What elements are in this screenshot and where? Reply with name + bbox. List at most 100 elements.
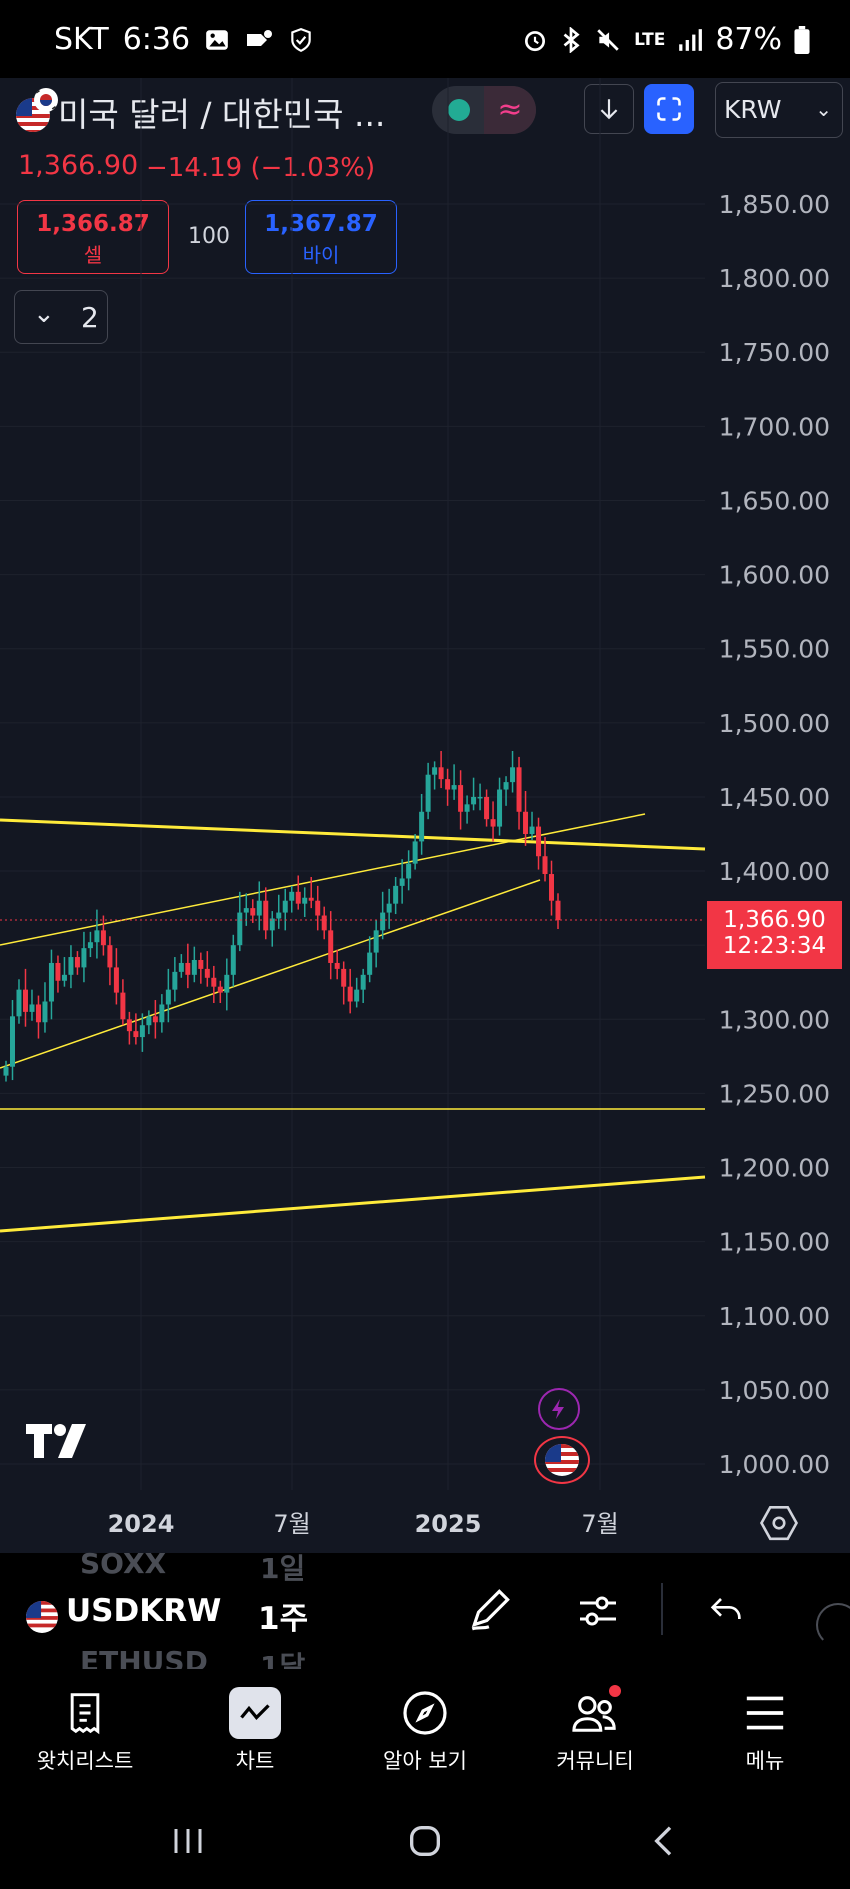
nav-community-label: 커뮤니티 bbox=[556, 1749, 634, 1773]
prev-interval-label[interactable]: 1일 bbox=[260, 1552, 306, 1585]
chart-settings-button[interactable] bbox=[758, 1502, 800, 1544]
indicators-collapse-button[interactable]: ⌄ 2 bbox=[14, 290, 108, 344]
market-open-dot-icon bbox=[448, 99, 470, 121]
economic-events-button[interactable] bbox=[534, 1436, 590, 1484]
candle-body bbox=[35, 1004, 41, 1023]
tradingview-logo-icon bbox=[26, 1424, 86, 1458]
sell-label: 셀 bbox=[83, 243, 103, 267]
compass-icon bbox=[403, 1691, 447, 1735]
y-tick-label: 1,600.00 bbox=[719, 561, 830, 590]
battery-icon bbox=[794, 25, 810, 54]
buy-label: 바이 bbox=[302, 243, 340, 267]
back-icon[interactable] bbox=[645, 1821, 685, 1861]
x-tick-label: 2025 bbox=[415, 1510, 482, 1538]
candle-body bbox=[510, 767, 516, 783]
clock: 6:36 bbox=[122, 22, 191, 57]
recent-apps-icon[interactable] bbox=[170, 1823, 206, 1859]
buy-button[interactable]: 1,367.87 바이 bbox=[245, 200, 397, 274]
candle-body bbox=[282, 900, 288, 913]
drawing-tool-button[interactable] bbox=[466, 1583, 516, 1637]
status-right: LTE 87% bbox=[522, 22, 810, 57]
candle-body bbox=[380, 912, 386, 931]
candle-body bbox=[549, 874, 555, 901]
sell-button[interactable]: 1,366.87 셀 bbox=[17, 200, 169, 274]
symbol-selector[interactable]: USDKRW bbox=[66, 1593, 222, 1629]
y-tick-label: 1,500.00 bbox=[719, 709, 830, 738]
bluetooth-icon bbox=[563, 26, 580, 53]
candle-body bbox=[503, 782, 509, 790]
trend-line-long-support bbox=[0, 1175, 706, 1233]
next-symbol-label[interactable]: ETHUSD bbox=[80, 1645, 208, 1669]
signal-icon bbox=[679, 28, 703, 51]
mute-icon bbox=[597, 28, 619, 51]
nav-chart-label: 차트 bbox=[235, 1749, 275, 1773]
indicator-settings-button[interactable] bbox=[574, 1587, 622, 1639]
candle-body bbox=[308, 897, 314, 901]
candle-body bbox=[29, 1004, 35, 1012]
undo-button[interactable] bbox=[706, 1589, 746, 1633]
nav-watchlist[interactable]: 왓치리스트 bbox=[0, 1669, 170, 1799]
candle-body bbox=[295, 891, 301, 904]
x-tick-label: 7월 bbox=[273, 1510, 310, 1538]
interval-selector[interactable]: 1주 bbox=[258, 1601, 309, 1637]
trend-line-channel-lower bbox=[0, 879, 541, 1069]
nav-community[interactable]: 커뮤니티 bbox=[510, 1669, 680, 1799]
candle-body bbox=[107, 945, 113, 968]
x-tick-label: 7월 bbox=[581, 1510, 618, 1538]
carrier-label: SKT bbox=[54, 22, 109, 57]
shield-icon bbox=[291, 27, 311, 52]
price-change: −14.19 (−1.03%) bbox=[146, 153, 376, 183]
candle-body bbox=[74, 957, 80, 968]
extended-data-icon: ≈ bbox=[484, 86, 536, 134]
download-button[interactable] bbox=[584, 84, 634, 134]
nav-menu[interactable]: 메뉴 bbox=[680, 1669, 850, 1799]
candle-body bbox=[146, 1016, 152, 1026]
y-tick-label: 1,750.00 bbox=[719, 338, 830, 367]
candle-body bbox=[529, 826, 535, 834]
chevron-down-icon: ⌄ bbox=[33, 299, 55, 329]
candle-body bbox=[406, 863, 412, 879]
symbol-title[interactable]: 미국 달러 / 대한민국 ... bbox=[58, 95, 386, 134]
candle-body bbox=[269, 918, 275, 931]
candle-body bbox=[152, 1016, 158, 1023]
candle-body bbox=[263, 900, 269, 931]
candle-body bbox=[217, 986, 223, 993]
candle-body bbox=[165, 989, 171, 1005]
nav-explore[interactable]: 알아 보기 bbox=[340, 1669, 510, 1799]
home-icon[interactable] bbox=[405, 1821, 445, 1861]
currency-value: KRW bbox=[724, 95, 782, 124]
currency-dropdown[interactable]: KRW ⌄ bbox=[715, 82, 843, 138]
candle-body bbox=[159, 1004, 165, 1023]
candle-body bbox=[458, 785, 464, 812]
chart-grid bbox=[0, 78, 705, 1490]
status-bar: SKT 6:36 LTE 87% bbox=[0, 0, 850, 78]
current-price-badge-countdown: 12:23:34 bbox=[722, 933, 827, 959]
redo-icon[interactable] bbox=[816, 1603, 850, 1647]
candle-body bbox=[94, 930, 100, 943]
fullscreen-button[interactable] bbox=[644, 84, 694, 134]
candle-body bbox=[16, 989, 22, 1017]
sms-icon bbox=[247, 29, 273, 46]
candle-body bbox=[178, 962, 184, 972]
nav-chart[interactable]: 차트 bbox=[170, 1669, 340, 1799]
candle-body bbox=[48, 962, 54, 1002]
candle-body bbox=[113, 967, 119, 993]
buy-price: 1,367.87 bbox=[264, 211, 378, 237]
candle-body bbox=[185, 962, 191, 975]
next-interval-label[interactable]: 1달 bbox=[260, 1650, 306, 1669]
price-chart[interactable]: 1,850.00 1,800.00 1,750.00 1,700.00 1,650.00… bbox=[0, 78, 850, 1553]
y-axis: 1,850.00 1,800.00 1,750.00 1,700.00 1,650.00… bbox=[719, 190, 830, 1479]
candle-body bbox=[419, 811, 425, 842]
candle-body bbox=[471, 796, 477, 805]
candle-body bbox=[22, 989, 28, 1012]
candle-body bbox=[55, 962, 61, 981]
candle-body bbox=[425, 774, 431, 812]
candle-body bbox=[432, 767, 438, 775]
y-tick-label: 1,250.00 bbox=[719, 1079, 830, 1108]
market-status-pill[interactable]: ≈ bbox=[432, 86, 536, 134]
candle-body bbox=[555, 900, 561, 921]
gallery-icon bbox=[206, 29, 228, 50]
lightning-button[interactable] bbox=[538, 1388, 580, 1430]
prev-symbol-label[interactable]: SOXX bbox=[80, 1547, 167, 1580]
candle-body bbox=[42, 1001, 48, 1023]
